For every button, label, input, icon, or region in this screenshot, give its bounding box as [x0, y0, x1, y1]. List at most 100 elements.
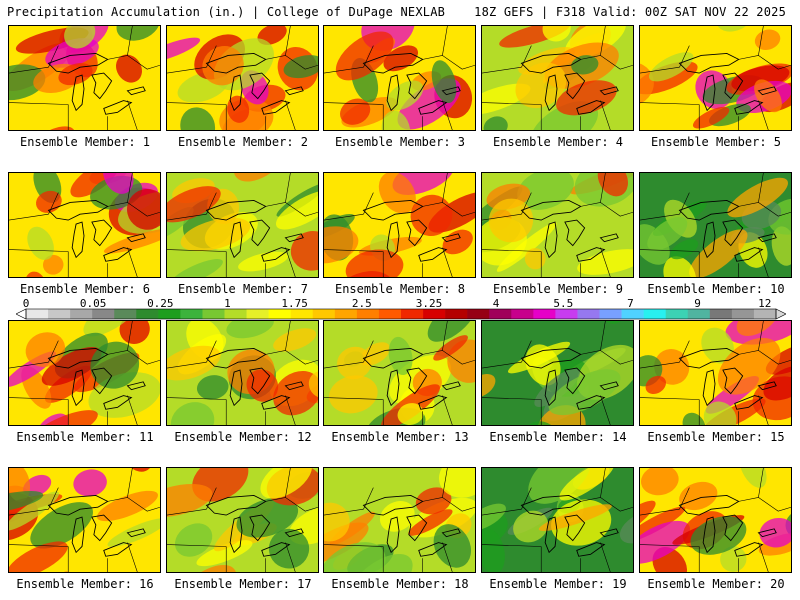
- precip-field: [324, 173, 475, 277]
- ensemble-member-map: [481, 172, 634, 278]
- lake-outline: [418, 542, 448, 557]
- lake-outline: [126, 381, 146, 391]
- colorbar-swatch: [599, 309, 622, 319]
- state-border: [9, 395, 138, 425]
- colorbar-swatch: [489, 309, 512, 319]
- precip-contour: [180, 217, 251, 252]
- state-border: [679, 173, 764, 215]
- ensemble-member-map: [8, 172, 161, 278]
- precip-contour: [720, 546, 747, 572]
- precip-field: [482, 26, 633, 130]
- precip-contour: [647, 216, 688, 251]
- lake-outline: [564, 514, 586, 542]
- lake-outline: [362, 348, 424, 369]
- precip-contour: [482, 512, 508, 544]
- precip-contour: [482, 83, 531, 115]
- lake-outline: [91, 72, 113, 100]
- state-border: [521, 321, 606, 363]
- colorbar-tick-label: 9: [694, 297, 701, 310]
- precip-contour: [427, 321, 475, 342]
- lake-outline: [520, 348, 582, 369]
- precip-contour: [246, 369, 279, 402]
- lake-outline: [205, 495, 267, 516]
- lake-outline: [734, 395, 764, 410]
- precip-contour: [340, 98, 371, 125]
- ensemble-member-map: [481, 320, 634, 426]
- precip-contour: [90, 341, 140, 389]
- lake-outline: [103, 395, 133, 410]
- state-border: [482, 55, 633, 74]
- map-title: Precipitation Accumulation (in.) | Colle…: [7, 5, 446, 19]
- precip-contour: [739, 468, 767, 488]
- state-border: [640, 55, 791, 74]
- colorbar-tick-label: 0: [22, 297, 30, 310]
- precip-contour: [324, 502, 350, 542]
- colorbar-swatch: [555, 309, 578, 319]
- precip-contour: [116, 26, 160, 41]
- lake-outline: [284, 233, 304, 243]
- precip-contour: [260, 468, 312, 499]
- precip-contour: [754, 29, 781, 50]
- lake-outline: [734, 247, 764, 262]
- ensemble-member-map: [166, 467, 319, 573]
- lake-outline: [678, 53, 740, 74]
- member-caption: Ensemble Member: 7: [177, 282, 309, 296]
- colorbar-max-arrow: [775, 308, 786, 320]
- lake-outline: [441, 233, 461, 243]
- precip-contour: [381, 110, 411, 130]
- lake-outline: [103, 247, 133, 262]
- state-border: [206, 26, 291, 68]
- lake-outline: [229, 369, 243, 407]
- colorbar-swatch: [665, 309, 689, 319]
- precip-contour: [488, 198, 534, 243]
- lake-outline: [47, 53, 109, 74]
- state-border: [640, 350, 791, 369]
- precip-contour: [759, 517, 791, 548]
- state-border: [9, 497, 160, 516]
- precip-contour: [170, 259, 223, 277]
- colorbar-swatch: [423, 309, 446, 319]
- state-border: [324, 202, 475, 221]
- ensemble-member-map: [639, 467, 792, 573]
- lake-outline: [418, 100, 448, 115]
- member-caption: Ensemble Member: 19: [489, 577, 627, 591]
- ensemble-member-map: [166, 25, 319, 131]
- precip-contour: [116, 54, 142, 83]
- precip-contour: [577, 249, 633, 275]
- state-border: [640, 497, 791, 516]
- colorbar-swatch: [158, 309, 181, 319]
- precip-contour: [107, 518, 160, 547]
- precip-contour: [290, 231, 318, 271]
- precip-contour: [663, 256, 697, 277]
- lake-outline: [261, 542, 291, 557]
- precip-contour: [73, 469, 107, 497]
- state-border: [521, 468, 606, 510]
- precip-contour: [167, 186, 221, 223]
- lake-outline: [386, 221, 400, 259]
- lake-outline: [544, 221, 558, 259]
- precip-contour: [515, 62, 567, 109]
- colorbar-swatch: [48, 309, 71, 319]
- lake-outline: [722, 219, 744, 247]
- ensemble-member-map: [639, 25, 792, 131]
- lake-outline: [71, 221, 85, 259]
- precip-contour: [689, 229, 748, 277]
- precip-contour: [226, 321, 274, 339]
- lake-outline: [599, 233, 619, 243]
- precip-contour: [103, 173, 134, 194]
- precip-contour: [268, 528, 310, 569]
- state-border: [9, 247, 138, 277]
- colorbar-swatch: [180, 309, 203, 319]
- lake-outline: [261, 100, 291, 115]
- lake-outline: [91, 514, 113, 542]
- colorbar-swatch: [643, 309, 667, 319]
- lake-outline: [249, 219, 271, 247]
- ensemble-member-map: [323, 320, 476, 426]
- state-border: [521, 26, 606, 68]
- precip-contour: [670, 239, 699, 260]
- precip-field: [9, 173, 160, 277]
- member-caption: Ensemble Member: 6: [19, 282, 151, 296]
- precip-field: [324, 321, 475, 425]
- lake-outline: [126, 528, 146, 538]
